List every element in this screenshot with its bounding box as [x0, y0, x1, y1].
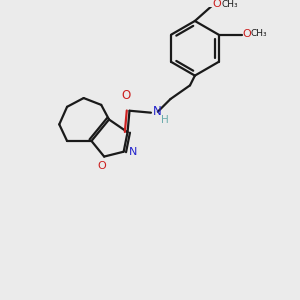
Text: O: O — [212, 0, 221, 9]
Text: CH₃: CH₃ — [251, 29, 267, 38]
Text: H: H — [161, 115, 169, 124]
Text: O: O — [98, 161, 106, 172]
Text: N: N — [153, 105, 162, 118]
Text: CH₃: CH₃ — [221, 0, 238, 9]
Text: N: N — [128, 147, 137, 157]
Text: O: O — [121, 89, 130, 102]
Text: O: O — [242, 29, 251, 39]
